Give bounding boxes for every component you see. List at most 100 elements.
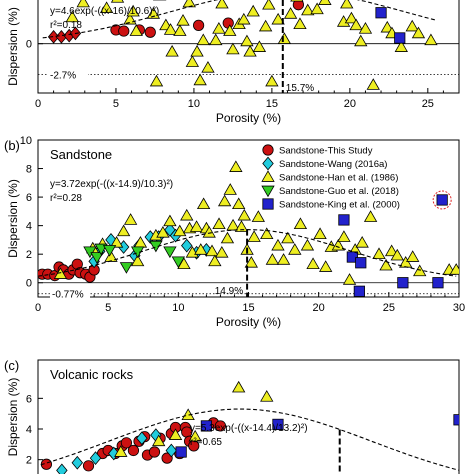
legend-entry: Sandstone-Han et al. (1986) <box>279 173 398 184</box>
fit-equation: y=3.72exp(-((x-14.9)/10.3)²) <box>50 179 173 190</box>
data-point <box>355 235 369 248</box>
data-point <box>265 253 280 265</box>
data-point <box>102 245 117 257</box>
data-point <box>190 44 204 57</box>
y-tick-label: 0 <box>26 39 32 51</box>
legend: Sandstone-This Study Sandstone-Wang (2016… <box>261 144 400 211</box>
x-axis-label: Porosity (%) <box>216 315 281 329</box>
x-tick-label: 20 <box>344 98 356 110</box>
data-point <box>126 4 140 17</box>
data-point <box>188 429 202 442</box>
data-point <box>226 42 240 55</box>
y-tick-label: 6 <box>26 393 32 405</box>
series-triangle-down <box>83 240 186 274</box>
fit-equation: r²=0.65 <box>190 437 222 448</box>
offset-label-bg <box>48 67 88 81</box>
data-point <box>247 230 261 242</box>
data-point <box>118 25 130 37</box>
data-point <box>366 78 380 90</box>
legend-entry: Sandstone-This Study <box>279 146 373 157</box>
data-point <box>237 12 251 25</box>
plot-area <box>40 380 459 474</box>
data-point <box>222 17 234 29</box>
legend-marker <box>262 198 274 210</box>
data-point <box>292 0 304 11</box>
data-point <box>240 34 254 47</box>
data-point <box>217 194 232 207</box>
panel-label: (c) <box>4 358 19 373</box>
panel-title: Sandstone <box>50 147 112 162</box>
fit-curve <box>38 229 457 277</box>
data-point <box>340 0 354 9</box>
y-tick-label: 8 <box>26 164 32 176</box>
data-point <box>449 263 459 275</box>
data-point <box>161 452 173 464</box>
data-point <box>119 262 134 274</box>
data-point <box>342 273 357 285</box>
data-point <box>436 194 448 206</box>
fit-equation: r²=0.28 <box>50 193 82 204</box>
data-point <box>331 238 345 251</box>
data-point <box>372 247 386 260</box>
data-point <box>363 210 378 222</box>
x-tick-label: 5 <box>113 98 119 110</box>
data-point <box>353 285 365 297</box>
x-tick-label: 30 <box>453 302 465 314</box>
data-point <box>148 446 161 458</box>
fit-equation: y=4.6exp(-((x-16)/10.6)²) <box>50 6 159 17</box>
y-tick-label: 4 <box>26 424 32 436</box>
data-point <box>165 443 178 458</box>
data-point <box>163 23 178 35</box>
plot-area <box>38 160 459 297</box>
data-point <box>300 238 315 251</box>
data-point <box>120 437 133 449</box>
data-point <box>346 251 358 263</box>
data-point <box>411 26 426 39</box>
data-point <box>215 245 229 258</box>
offset-label: -2.7% <box>50 71 76 82</box>
data-point <box>149 74 164 87</box>
data-point <box>234 220 249 232</box>
data-point <box>196 33 210 46</box>
data-point <box>283 7 298 19</box>
data-point <box>223 24 237 36</box>
data-point <box>260 227 274 240</box>
data-point <box>220 231 235 244</box>
series-square <box>175 414 459 458</box>
fit-curve <box>42 0 438 39</box>
data-point <box>244 255 258 268</box>
data-point <box>375 7 387 19</box>
data-point <box>127 444 140 457</box>
data-point <box>90 252 104 264</box>
data-point <box>200 420 212 432</box>
data-point <box>390 248 404 261</box>
y-tick-label: 2 <box>26 455 32 467</box>
plot-area <box>38 0 459 93</box>
y-tick-label: 10 <box>20 135 32 147</box>
data-point <box>394 32 406 44</box>
data-point <box>144 26 156 38</box>
x-tick-label: 20 <box>313 302 325 314</box>
series-triangle <box>65 0 438 90</box>
series-triangle <box>114 380 274 457</box>
legend-entry: Sandstone-King et al. (2000) <box>279 200 400 211</box>
data-point <box>243 44 257 57</box>
data-point <box>175 446 187 458</box>
data-point <box>223 183 237 195</box>
data-point <box>349 18 363 31</box>
data-point <box>344 11 359 24</box>
data-point <box>99 1 114 13</box>
data-point <box>130 254 145 267</box>
data-point <box>271 12 285 25</box>
panel-a: 0 5 10 15 20 25 0 Porosity (%) Dispersion (%) y=4… <box>6 0 460 125</box>
legend-marker <box>261 185 275 198</box>
data-point <box>394 40 408 52</box>
data-point <box>156 225 170 238</box>
data-point <box>258 19 273 32</box>
data-point <box>406 250 420 262</box>
legend-marker <box>262 144 274 156</box>
x-tick-label: 15 <box>266 98 278 110</box>
data-point <box>82 460 95 472</box>
data-point <box>202 225 216 238</box>
panel-b: 0 5 10 15 20 25 30 0 2 4 6 8 10 Porosity (%) Dispersio… <box>4 135 465 329</box>
